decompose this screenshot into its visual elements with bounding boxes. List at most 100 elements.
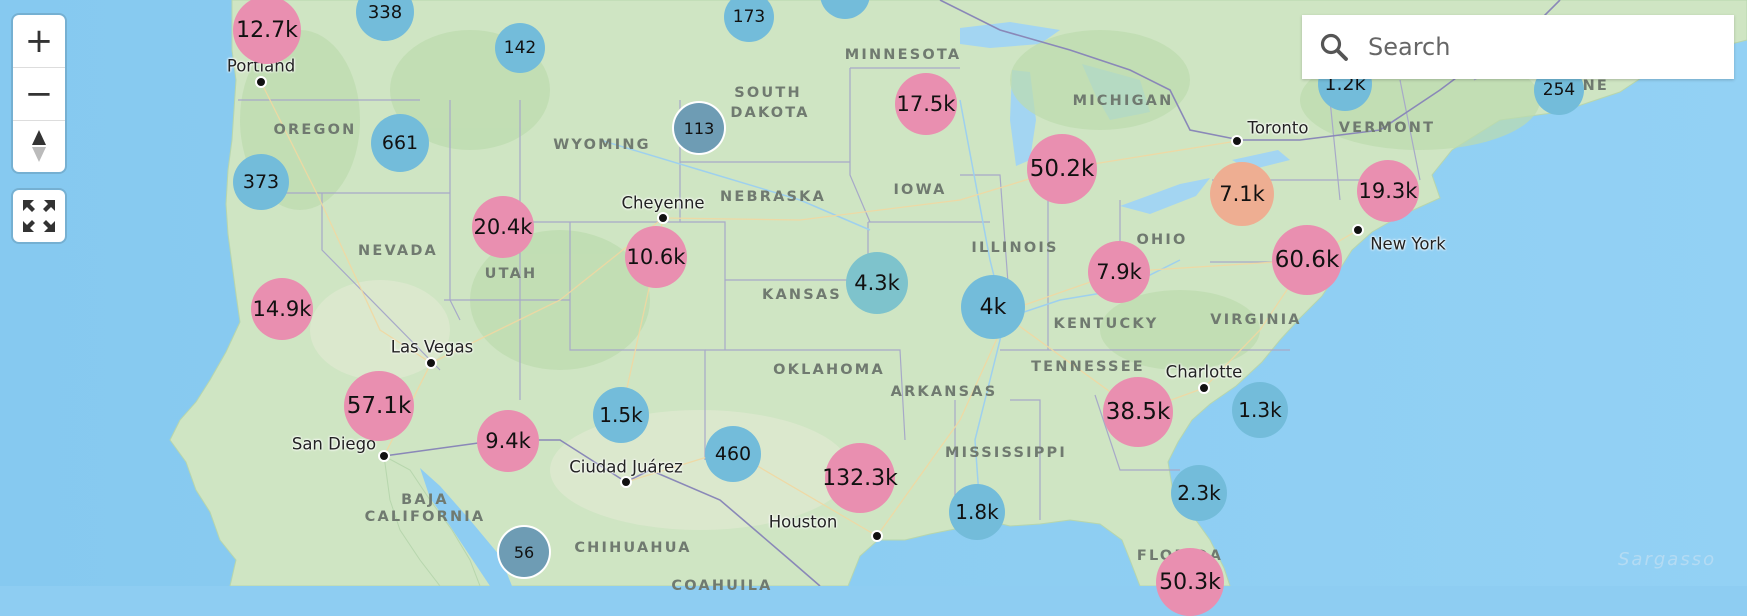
- control-divider: [13, 67, 65, 68]
- cluster-marker[interactable]: 132.3k: [822, 443, 898, 513]
- cluster-count: 7.9k: [1096, 260, 1142, 284]
- cluster-count: 12.7k: [236, 17, 298, 43]
- city-label: San Diego: [291, 434, 377, 454]
- cluster-marker[interactable]: [820, 0, 870, 19]
- zoom-controls: + −: [13, 15, 65, 172]
- cluster-count: 1.8k: [955, 500, 999, 524]
- cluster-count: 60.6k: [1274, 247, 1340, 273]
- city-marker-dot: [1352, 224, 1364, 236]
- cluster-marker[interactable]: 460: [705, 426, 761, 482]
- state-label: TENNESSEE: [1031, 359, 1145, 375]
- city-label: Ciudad Juárez: [569, 457, 683, 477]
- state-label: ILLINOIS: [971, 240, 1059, 256]
- state-label: WYOMING: [553, 137, 651, 153]
- cluster-marker[interactable]: 373: [233, 154, 289, 210]
- cluster-marker[interactable]: 50.3k: [1156, 548, 1224, 616]
- cluster-count: 254: [1542, 80, 1576, 100]
- cluster-count: 7.1k: [1219, 182, 1265, 206]
- city-label: Cheyenne: [621, 193, 705, 213]
- state-label: NEVADA: [358, 243, 438, 259]
- cluster-count: 56: [513, 542, 535, 562]
- city-label: Houston: [768, 512, 838, 532]
- search-input[interactable]: [1366, 32, 1710, 62]
- cluster-marker[interactable]: 7.1k: [1210, 162, 1274, 226]
- cluster-count: 373: [242, 171, 280, 193]
- state-label: VERMONT: [1338, 120, 1436, 136]
- cluster-count: 38.5k: [1105, 399, 1171, 425]
- state-label: KANSAS: [762, 287, 842, 303]
- zoom-in-button[interactable]: +: [13, 15, 65, 67]
- land-mass: [169, 0, 1747, 586]
- state-label: MICHIGAN: [1072, 93, 1174, 109]
- city-marker-dot: [378, 450, 390, 462]
- state-label: KENTUCKY: [1053, 316, 1159, 332]
- cluster-marker[interactable]: 60.6k: [1272, 225, 1342, 295]
- state-label: DAKOTA: [730, 105, 810, 121]
- cluster-marker[interactable]: 1.5k: [593, 387, 649, 443]
- cluster-count: 50.2k: [1029, 156, 1095, 182]
- city-marker-dot: [255, 76, 267, 88]
- state-label: MINNESOTA: [844, 47, 962, 63]
- state-label: COAHUILA: [671, 578, 773, 594]
- state-label: VIRGINIA: [1210, 312, 1302, 328]
- gulf-of-california: [420, 468, 512, 586]
- cluster-marker[interactable]: 17.5k: [895, 73, 957, 135]
- cluster-count: 1.5k: [599, 403, 643, 427]
- cluster-count: 113: [683, 118, 715, 138]
- cluster-marker[interactable]: 1.3k: [1232, 382, 1288, 438]
- cluster-count: 9.4k: [485, 429, 531, 453]
- zoom-out-button[interactable]: −: [13, 68, 65, 120]
- map-canvas[interactable]: [0, 0, 1747, 586]
- state-label: OREGON: [273, 122, 357, 138]
- cluster-marker[interactable]: 2.3k: [1171, 465, 1227, 521]
- cluster-count: 17.5k: [896, 92, 956, 116]
- minus-icon: −: [24, 74, 54, 114]
- cluster-count: 50.3k: [1159, 569, 1221, 595]
- cluster-count: 19.3k: [1358, 179, 1418, 203]
- city-marker-dot: [425, 357, 437, 369]
- cluster-marker[interactable]: 1.8k: [949, 484, 1005, 540]
- cluster-marker[interactable]: 7.9k: [1088, 241, 1150, 303]
- cluster-marker[interactable]: 56: [499, 527, 549, 577]
- control-divider: [13, 120, 65, 121]
- fullscreen-button[interactable]: [13, 190, 65, 242]
- search-box: [1302, 15, 1734, 79]
- city-marker-dot: [1198, 382, 1210, 394]
- cluster-marker[interactable]: 661: [371, 114, 429, 172]
- cluster-marker[interactable]: 20.4k: [472, 196, 534, 258]
- cluster-count: 10.6k: [626, 245, 686, 269]
- state-label: SOUTH: [734, 85, 802, 101]
- compass-button[interactable]: [13, 120, 65, 172]
- cluster-marker[interactable]: 4k: [961, 275, 1025, 339]
- baja-peninsula: [383, 455, 481, 586]
- cluster-count: 338: [367, 1, 403, 23]
- city-marker-dot: [657, 212, 669, 224]
- state-label: ARKANSAS: [890, 384, 998, 400]
- cluster-count: 1.3k: [1238, 398, 1282, 422]
- state-label: OKLAHOMA: [773, 362, 885, 378]
- cluster-count: 142: [503, 38, 537, 58]
- cluster-marker[interactable]: 19.3k: [1357, 160, 1419, 222]
- state-label: CALIFORNIA: [364, 509, 486, 525]
- state-label: OHIO: [1136, 232, 1188, 248]
- cluster-marker[interactable]: 4.3k: [846, 252, 908, 314]
- cluster-count: 20.4k: [473, 215, 533, 239]
- cluster-count: 4k: [979, 294, 1007, 320]
- cluster-marker[interactable]: 10.6k: [625, 226, 687, 288]
- cluster-marker[interactable]: 113: [674, 103, 724, 153]
- city-marker-dot: [1231, 135, 1243, 147]
- cluster-count: 460: [714, 443, 752, 465]
- cluster-marker[interactable]: 9.4k: [477, 410, 539, 472]
- cluster-marker[interactable]: 38.5k: [1103, 377, 1173, 447]
- cluster-marker[interactable]: 50.2k: [1027, 134, 1097, 204]
- roads: [260, 81, 1359, 537]
- cluster-marker[interactable]: 14.9k: [251, 278, 313, 340]
- search-icon: [1320, 33, 1348, 61]
- state-label: CHIHUAHUA: [574, 540, 692, 556]
- city-label: Las Vegas: [390, 337, 474, 357]
- cluster-marker[interactable]: 57.1k: [344, 371, 414, 441]
- cluster-count: 173: [732, 7, 766, 27]
- cluster-count: 4.3k: [854, 271, 900, 295]
- cluster-marker[interactable]: 142: [495, 23, 545, 73]
- cluster-count: 2.3k: [1177, 481, 1221, 505]
